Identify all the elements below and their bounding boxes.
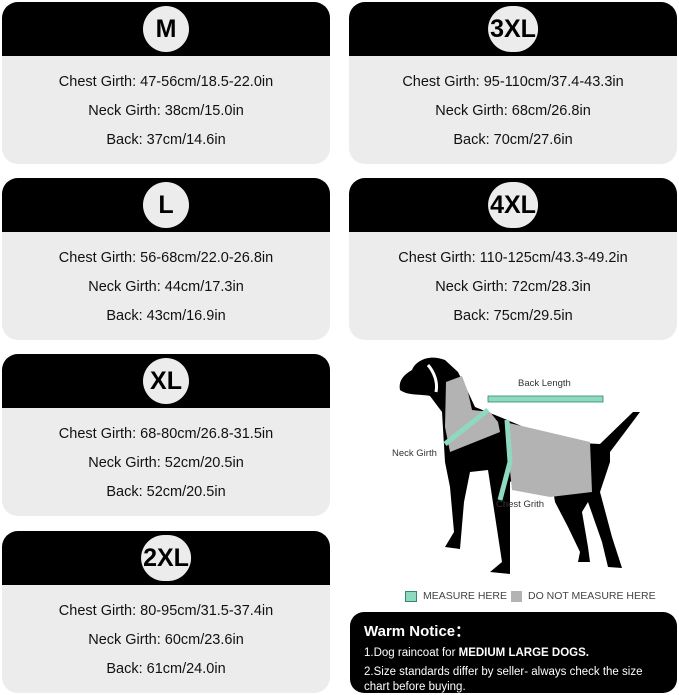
size-badge: M — [143, 6, 189, 52]
size-badge: 4XL — [488, 182, 538, 228]
legend-do-not-measure: DO NOT MEASURE HERE — [511, 590, 656, 602]
neck-girth: Neck Girth: 72cm/28.3in — [435, 279, 591, 295]
chest-girth: Chest Girth: 47-56cm/18.5-22.0in — [58, 74, 274, 90]
warm-notice: Warm Notice： 1.Dog raincoat for MEDIUM L… — [350, 612, 677, 693]
back-length: Back: 75cm/29.5in — [453, 308, 573, 324]
legend-do-not-measure-label: DO NOT MEASURE HERE — [528, 590, 656, 602]
size-card-header: L — [2, 178, 330, 232]
size-card-header: 4XL — [349, 178, 677, 232]
legend-measure: MEASURE HERE — [405, 590, 507, 602]
size-card-m: M Chest Girth: 47-56cm/18.5-22.0in Neck … — [2, 2, 330, 164]
measure-tape-icon — [405, 590, 417, 602]
size-card-xl: XL Chest Girth: 68-80cm/26.8-31.5in Neck… — [2, 354, 330, 516]
neck-girth-label: Neck Girth — [392, 448, 437, 459]
size-badge: XL — [143, 358, 189, 404]
dog-measurement-diagram: Back Length Neck Girth Chest Grith — [350, 352, 678, 607]
size-badge: 3XL — [488, 6, 538, 52]
chest-girth: Chest Girth: 110-125cm/43.3-49.2in — [398, 250, 628, 266]
back-length: Back: 37cm/14.6in — [106, 132, 226, 148]
back-length-label: Back Length — [518, 378, 571, 389]
size-card-3xl: 3XL Chest Girth: 95-110cm/37.4-43.3in Ne… — [349, 2, 677, 164]
chest-girth: Chest Girth: 56-68cm/22.0-26.8in — [58, 250, 274, 266]
chest-girth: Chest Girth: 68-80cm/26.8-31.5in — [58, 426, 274, 442]
back-length: Back: 43cm/16.9in — [106, 308, 226, 324]
chest-girth: Chest Girth: 80-95cm/31.5-37.4in — [58, 603, 274, 619]
neck-girth: Neck Girth: 52cm/20.5in — [88, 455, 244, 471]
notice-line-1-bold: MEDIUM LARGE DOGS. — [458, 647, 589, 659]
notice-title: Warm Notice： — [364, 623, 471, 640]
size-card-header: M — [2, 2, 330, 56]
back-length-tape — [487, 395, 604, 403]
size-card-4xl: 4XL Chest Girth: 110-125cm/43.3-49.2in N… — [349, 178, 677, 340]
back-length: Back: 61cm/24.0in — [106, 661, 226, 677]
neck-girth: Neck Girth: 38cm/15.0in — [88, 103, 244, 119]
size-card-2xl: 2XL Chest Girth: 80-95cm/31.5-37.4in Nec… — [2, 531, 330, 693]
size-card-l: L Chest Girth: 56-68cm/22.0-26.8in Neck … — [2, 178, 330, 340]
neck-girth: Neck Girth: 60cm/23.6in — [88, 632, 244, 648]
back-length: Back: 52cm/20.5in — [106, 484, 226, 500]
back-length: Back: 70cm/27.6in — [453, 132, 573, 148]
notice-line-2: 2.Size standards differ by seller- alway… — [364, 666, 643, 693]
neck-girth: Neck Girth: 44cm/17.3in — [88, 279, 244, 295]
notice-line-1-text: 1.Dog raincoat for — [364, 647, 459, 659]
chest-girth: Chest Girth: 95-110cm/37.4-43.3in — [402, 74, 624, 90]
legend-measure-label: MEASURE HERE — [423, 590, 508, 602]
size-badge: L — [143, 182, 189, 228]
size-card-header: XL — [2, 354, 330, 408]
size-card-header: 2XL — [2, 531, 330, 585]
neck-girth: Neck Girth: 68cm/26.8in — [435, 103, 591, 119]
notice-line-1: 1.Dog raincoat for MEDIUM LARGE DOGS. — [364, 646, 663, 661]
size-card-header: 3XL — [349, 2, 677, 56]
gray-square-icon — [511, 590, 522, 602]
size-badge: 2XL — [141, 535, 191, 581]
chest-girth-label: Chest Grith — [496, 499, 544, 510]
